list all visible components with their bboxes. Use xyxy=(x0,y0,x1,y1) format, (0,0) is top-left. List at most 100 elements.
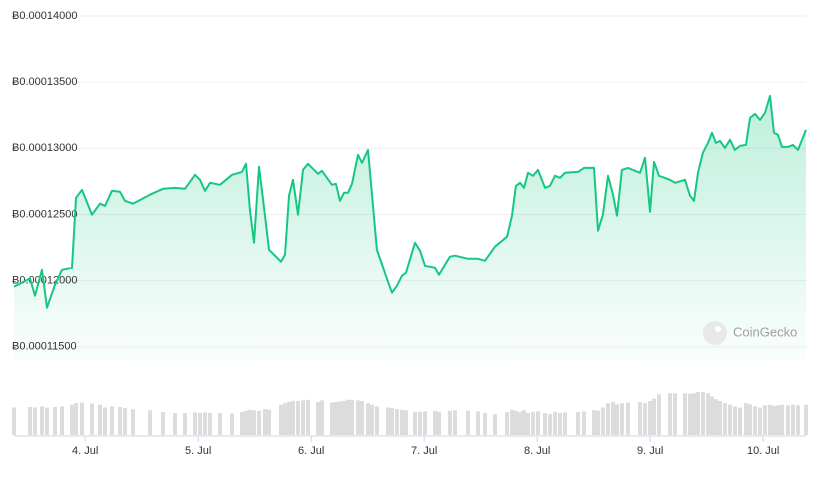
volume-bar xyxy=(581,411,586,435)
volume-bar xyxy=(161,411,166,435)
volume-bar xyxy=(229,413,234,435)
volume-bar xyxy=(346,399,351,435)
volume-bar xyxy=(509,409,514,435)
volume-bar xyxy=(301,400,306,435)
volume-bar xyxy=(779,404,784,435)
volume-bar xyxy=(452,410,457,435)
volume-bar xyxy=(44,407,49,435)
y-tick-label: Ƀ0.00012000 xyxy=(12,275,77,287)
volume-bar xyxy=(130,409,135,435)
volume-bar xyxy=(341,400,346,435)
volume-bar xyxy=(40,406,45,435)
volume-bar xyxy=(117,406,122,435)
volume-bar xyxy=(505,411,510,435)
volume-bar xyxy=(743,403,748,435)
volume-bar xyxy=(122,408,127,435)
volume-bar xyxy=(295,400,300,435)
volume-bar xyxy=(595,410,600,435)
y-tick-label: Ƀ0.00013000 xyxy=(12,142,77,154)
volume-bar xyxy=(400,409,405,435)
volume-bar xyxy=(333,402,338,435)
volume-bar xyxy=(713,399,718,435)
volume-bar xyxy=(758,407,763,435)
volume-bar xyxy=(267,409,272,435)
volume-bar xyxy=(337,401,342,435)
volume-bar xyxy=(530,411,535,435)
volume-bar xyxy=(315,402,320,435)
volume-bar xyxy=(53,406,58,435)
volume-bar xyxy=(718,400,723,435)
volume-bar xyxy=(208,413,213,435)
volume-bar xyxy=(109,406,114,435)
volume-bar xyxy=(521,410,526,435)
volume-bar xyxy=(518,411,523,435)
x-tick-label: 9. Jul xyxy=(637,445,663,457)
volume-bar xyxy=(69,404,74,435)
volume-bar xyxy=(804,404,808,435)
volume-bar xyxy=(600,407,605,435)
volume-bar xyxy=(785,405,790,435)
volume-bar xyxy=(436,411,441,435)
volume-bar xyxy=(638,402,643,435)
volume-bar xyxy=(647,400,652,435)
x-tick-label: 10. Jul xyxy=(747,445,779,457)
volume-bar xyxy=(97,404,102,435)
volume-bar xyxy=(12,407,16,435)
volume-bar xyxy=(355,400,360,435)
volume-bar xyxy=(542,413,547,435)
volume-bar xyxy=(394,409,399,435)
watermark-logo-eye xyxy=(715,326,721,332)
y-tick-label: Ƀ0.00011500 xyxy=(12,341,77,353)
volume-bar xyxy=(386,407,391,435)
x-tick-label: 6. Jul xyxy=(298,445,324,457)
y-tick-label: Ƀ0.00014000 xyxy=(12,10,77,22)
volume-bar xyxy=(290,400,295,435)
volume-bar xyxy=(642,403,647,435)
volume-bar xyxy=(727,404,732,435)
volume-bar xyxy=(447,410,452,435)
volume-bar xyxy=(374,406,379,435)
volume-bar xyxy=(706,393,711,435)
volume-bar xyxy=(513,410,518,435)
price-area xyxy=(14,95,806,361)
x-tick-label: 8. Jul xyxy=(524,445,550,457)
x-tick-label: 5. Jul xyxy=(185,445,211,457)
volume-bar xyxy=(173,413,178,435)
volume-bar xyxy=(329,402,334,435)
volume-bar xyxy=(319,400,324,435)
volume-bar xyxy=(413,411,418,435)
volume-bar xyxy=(667,393,672,435)
volume-bar xyxy=(558,413,563,435)
volume-bar xyxy=(102,407,107,435)
watermark-logo xyxy=(703,321,727,345)
volume-bar xyxy=(687,393,692,435)
volume-bar xyxy=(738,407,743,435)
volume-bar xyxy=(306,399,311,435)
volume-bar xyxy=(762,405,767,435)
volume-bar xyxy=(526,413,531,435)
volume-bar xyxy=(389,408,394,435)
volume-bar xyxy=(614,404,619,435)
y-tick-label: Ƀ0.00013500 xyxy=(12,76,77,88)
volume-bar xyxy=(682,393,687,435)
volume-bar xyxy=(547,414,552,435)
volume-bar xyxy=(403,410,408,435)
volume-bar xyxy=(369,404,374,435)
volume-bar xyxy=(80,402,85,435)
volume-bar xyxy=(279,404,284,435)
volume-bar xyxy=(575,411,580,435)
volume-bar xyxy=(692,393,697,435)
volume-bar xyxy=(482,413,487,435)
volume-bar xyxy=(722,403,727,435)
volume-bar xyxy=(262,409,267,435)
volume-bar xyxy=(611,402,616,435)
volume-bar xyxy=(360,400,365,435)
volume-bar xyxy=(217,413,222,435)
volume-bar xyxy=(433,410,438,435)
volume-bar xyxy=(673,393,678,435)
volume-bar xyxy=(606,403,611,435)
volume-bar xyxy=(652,398,657,435)
watermark-text: CoinGecko xyxy=(733,324,797,339)
